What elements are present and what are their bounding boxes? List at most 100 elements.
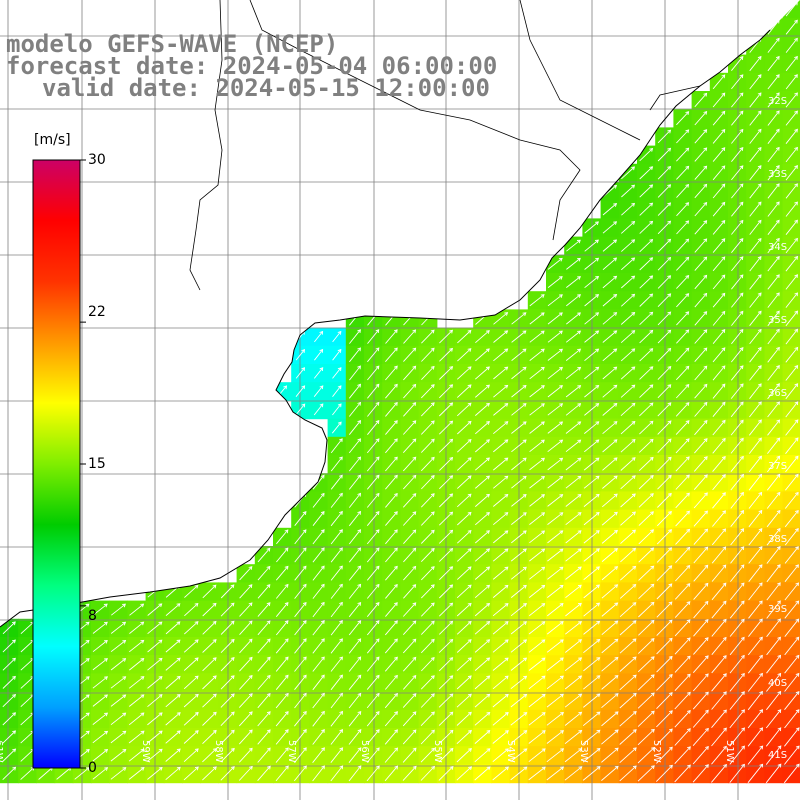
coastline-path [0, 29, 771, 628]
wind-arrow [657, 147, 672, 162]
wind-arrow [711, 582, 727, 601]
wind-arrow [747, 690, 763, 711]
wind-arrow [785, 346, 799, 363]
wind-arrow [438, 747, 454, 763]
wind-arrow [511, 348, 527, 361]
wind-arrow [239, 656, 253, 672]
wind-arrow [601, 511, 618, 526]
wind-arrow [711, 709, 727, 728]
wind-arrow [438, 766, 454, 781]
wind-arrow [731, 310, 744, 326]
wind-arrow [601, 529, 618, 544]
wind-arrow [619, 747, 637, 764]
wind-arrow [420, 602, 435, 617]
wind-arrow [438, 566, 454, 581]
wind-arrow [438, 639, 454, 653]
wind-arrow [128, 767, 145, 780]
wind-arrow [349, 365, 361, 381]
lat-label: 40S [768, 678, 787, 689]
wind-arrow [220, 620, 235, 635]
wind-arrow [420, 529, 435, 544]
wind-arrow [656, 674, 673, 691]
wind-arrow [528, 730, 546, 744]
wind-arrow [366, 747, 380, 763]
wind-arrow [749, 92, 762, 108]
wind-arrow [348, 729, 362, 745]
wind-arrow [528, 621, 546, 635]
wind-arrow [639, 184, 654, 198]
wind-arrow [257, 602, 271, 617]
wind-arrow [749, 401, 762, 418]
wind-arrow [402, 620, 417, 636]
wind-arrow [602, 312, 618, 325]
wind-arrow [674, 746, 691, 765]
wind-arrow [729, 709, 745, 729]
wind-arrow [402, 420, 417, 435]
wind-arrow [110, 658, 127, 671]
wind-arrow [638, 438, 654, 453]
wind-arrow [493, 312, 509, 325]
wind-arrow [785, 383, 799, 400]
wind-arrow [583, 584, 600, 599]
wind-arrow [529, 457, 545, 471]
wind-arrow [766, 546, 781, 564]
wind-arrow [784, 745, 800, 765]
wind-arrow [402, 765, 417, 781]
wind-arrow [493, 457, 509, 471]
wind-arrow [312, 601, 325, 618]
wind-arrow [602, 366, 618, 380]
wind-arrow [385, 329, 398, 344]
wind-arrow [474, 675, 491, 690]
wind-arrow [147, 766, 163, 780]
wind-arrow [620, 293, 636, 307]
wind-arrow [692, 727, 709, 746]
wind-arrow [730, 455, 744, 472]
wind-arrow [510, 766, 528, 781]
wind-arrow [676, 329, 690, 344]
wind-arrow [748, 582, 763, 601]
wind-arrow [730, 347, 744, 363]
wind-arrow [637, 692, 655, 709]
wind-arrow [366, 620, 380, 636]
wind-arrow [366, 438, 380, 454]
wind-arrow [693, 600, 709, 619]
wind-arrow [729, 763, 745, 783]
wind-arrow [565, 403, 582, 416]
wind-arrow [438, 438, 454, 453]
wind-arrow [420, 493, 435, 508]
wind-arrow [367, 347, 380, 363]
wind-arrow [384, 638, 398, 654]
wind-arrow [385, 420, 398, 435]
wind-arrow [583, 493, 600, 507]
wind-arrow [674, 709, 691, 728]
wind-arrow [202, 729, 217, 745]
wind-arrow [547, 494, 564, 507]
wind-arrow [147, 621, 163, 635]
wind-arrow [657, 275, 672, 289]
wind-arrow [331, 421, 342, 434]
wind-arrow [767, 201, 780, 217]
wind-arrow [693, 492, 708, 509]
wind-arrow [528, 675, 546, 690]
wind-arrow [694, 419, 708, 436]
wind-arrow [312, 565, 325, 581]
wind-arrow [438, 457, 454, 471]
wind-arrow [639, 402, 654, 417]
wind-arrow [694, 365, 708, 381]
wind-arrow [367, 420, 380, 435]
wind-arrow [257, 674, 271, 690]
wind-arrow [712, 510, 726, 527]
wind-arrow [547, 348, 563, 361]
wind-arrow [314, 330, 324, 343]
wind-arrow [565, 330, 582, 343]
land-area [0, 0, 800, 627]
wind-arrow [694, 311, 708, 326]
wind-arrow [257, 584, 271, 599]
wind-arrow [492, 584, 509, 598]
wind-arrow [711, 655, 727, 674]
wind-arrow [657, 238, 672, 253]
wind-arrow [420, 438, 435, 453]
wind-arrow [747, 727, 764, 747]
wind-arrow [546, 711, 564, 726]
